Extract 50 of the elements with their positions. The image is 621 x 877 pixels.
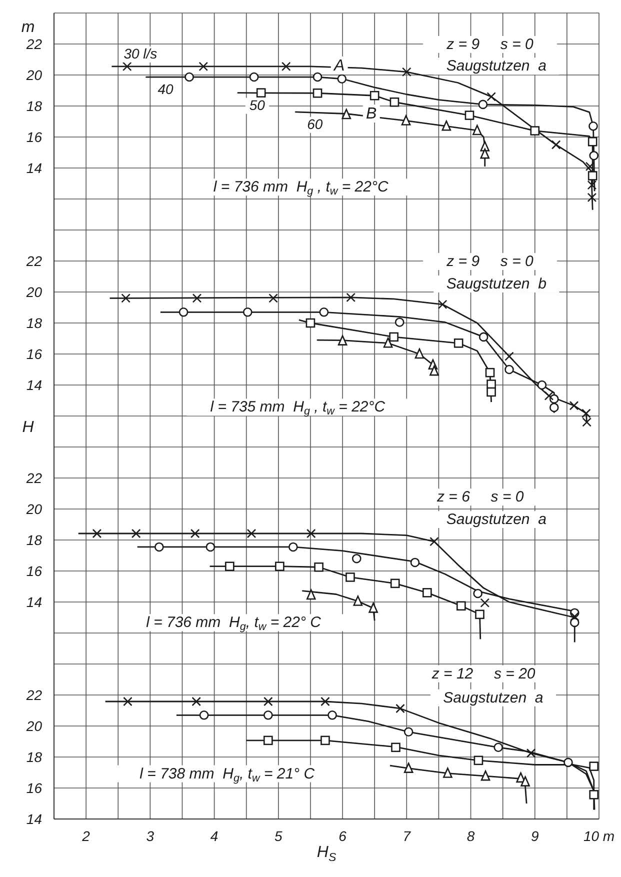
annotation: z = 9 s = 0 bbox=[446, 253, 534, 270]
series-label: 40 bbox=[158, 81, 174, 98]
x-tick-label: 5 bbox=[274, 828, 283, 844]
y-tick-label: 18 bbox=[26, 749, 42, 765]
y-tick-label: 22 bbox=[25, 470, 42, 486]
annotation: Saugstutzen a bbox=[446, 58, 546, 75]
y-tick-label: 14 bbox=[26, 377, 42, 393]
y-tick-label: 22 bbox=[25, 687, 42, 703]
y-axis-title: m bbox=[21, 18, 35, 36]
y-tick-label: 14 bbox=[26, 594, 42, 610]
y-tick-label: 16 bbox=[26, 129, 42, 145]
y-tick-label: 16 bbox=[26, 563, 42, 579]
annotation: Saugstutzen a bbox=[443, 689, 544, 706]
y-tick-label: 18 bbox=[26, 98, 42, 114]
y-tick-label: 14 bbox=[26, 160, 42, 176]
annotation: A bbox=[332, 57, 345, 74]
annotation: l = 736 mm H$_{g}$, t$_{w}$ = 22° C bbox=[146, 614, 322, 634]
x-tick-label: 7 bbox=[402, 828, 412, 844]
annotation: Saugstutzen a bbox=[446, 511, 546, 528]
x-tick-label: 2 bbox=[81, 828, 90, 844]
x-tick-label: 10 m bbox=[583, 828, 615, 844]
y-tick-label: 16 bbox=[26, 780, 42, 796]
x-tick-label: 3 bbox=[146, 828, 154, 844]
y-tick-label: 16 bbox=[26, 346, 42, 362]
x-tick-label: 6 bbox=[338, 828, 347, 844]
series-label: 60 bbox=[307, 116, 323, 132]
series-label: 50 bbox=[249, 96, 266, 113]
annotation: z = 6 s = 0 bbox=[436, 488, 524, 506]
annotation: Saugstutzen b bbox=[446, 275, 546, 292]
annotation: z = 9 s = 0 bbox=[446, 36, 534, 53]
annotation: l = 738 mm H$_{g}$, t$_{w}$ = 21° C bbox=[140, 765, 315, 785]
y-tick-label: 22 bbox=[25, 36, 42, 52]
annotation: l = 736 mm H$_{g}$ , t$_{w}$ = 22°C bbox=[213, 178, 388, 198]
y-tick-label: 20 bbox=[25, 501, 42, 517]
y-tick-label: 22 bbox=[25, 253, 42, 269]
y-tick-label: 14 bbox=[26, 811, 42, 827]
y-tick-label: 20 bbox=[25, 284, 42, 300]
x-tick-label: 9 bbox=[530, 828, 539, 844]
x-tick-label: 8 bbox=[466, 828, 475, 844]
y-tick-label: 20 bbox=[25, 718, 42, 734]
y-tick-label: 20 bbox=[25, 67, 42, 83]
x-axis-title: H$_{S}$ bbox=[316, 844, 336, 864]
annotation: z = 12 s = 20 bbox=[430, 665, 536, 682]
series-label: 30 l/s bbox=[124, 45, 158, 62]
annotation: B bbox=[366, 106, 378, 123]
y-tick-label: 18 bbox=[26, 532, 42, 548]
x-tick-label: 4 bbox=[210, 828, 218, 844]
y-tick-label: 18 bbox=[26, 315, 42, 331]
y-axis-title: H bbox=[22, 418, 34, 436]
annotation: l = 735 mm H$_{g}$ , t$_{w}$ = 22°C bbox=[210, 398, 386, 418]
